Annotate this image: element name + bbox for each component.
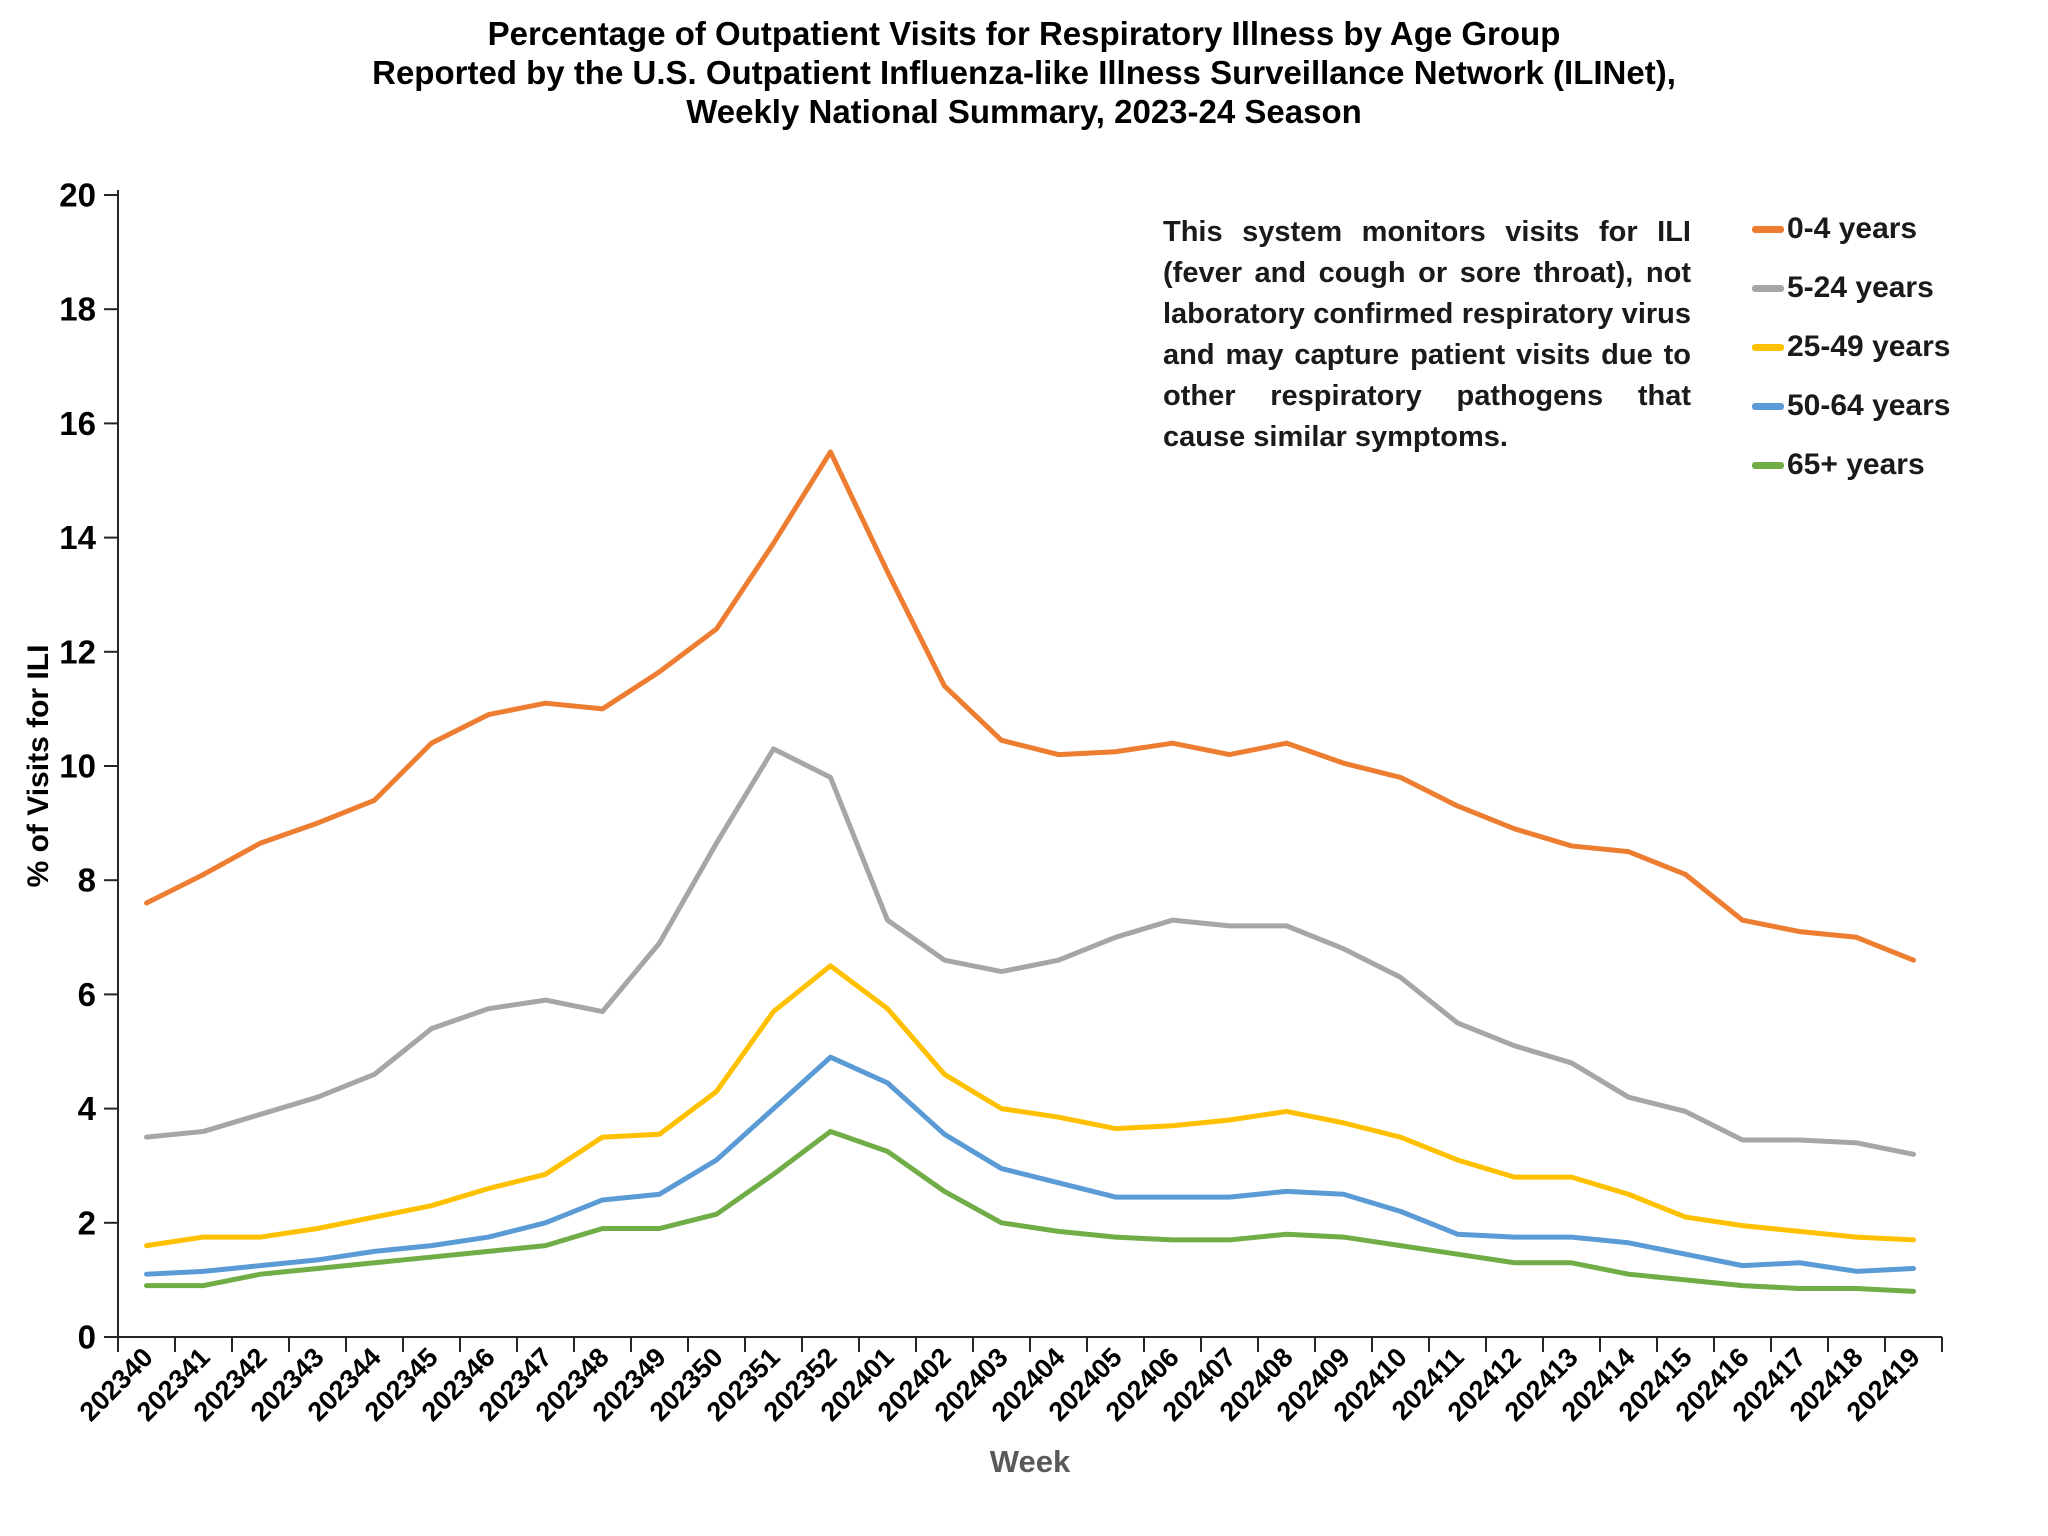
series-line-5-24-years	[144, 746, 1916, 1157]
series-line-25-49-years	[144, 963, 1916, 1249]
y-tick-label: 10	[59, 748, 96, 785]
legend-swatch	[1752, 402, 1784, 410]
y-tick-label: 2	[78, 1204, 96, 1241]
y-tick-label: 4	[78, 1090, 97, 1127]
legend-item-5-24-years: 5-24 years	[1752, 271, 1950, 305]
chart-title: Percentage of Outpatient Visits for Resp…	[0, 14, 2048, 131]
chart-title-line-2: Reported by the U.S. Outpatient Influenz…	[372, 54, 1676, 91]
legend-label: 5-24 years	[1787, 271, 1934, 304]
y-tick-label: 6	[78, 976, 96, 1013]
chart-title-line-1: Percentage of Outpatient Visits for Resp…	[487, 15, 1561, 52]
y-tick-label: 0	[78, 1319, 96, 1356]
chart-title-line-3: Weekly National Summary, 2023-24 Season	[686, 93, 1362, 130]
y-tick-label: 18	[59, 291, 96, 328]
y-tick-label: 14	[59, 519, 96, 556]
legend-item-25-49-years: 25-49 years	[1752, 330, 1950, 364]
legend-label: 65+ years	[1787, 448, 1925, 481]
legend-swatch	[1752, 284, 1784, 292]
series-line-50-64-years	[144, 1054, 1916, 1277]
y-tick-label: 16	[59, 405, 96, 442]
legend-swatch	[1752, 461, 1784, 469]
legend: 0-4 years 5-24 years 25-49 years 50-64 year…	[1752, 212, 1950, 507]
legend-swatch	[1752, 225, 1784, 233]
y-tick-label: 12	[59, 633, 96, 670]
legend-item-50-64-years: 50-64 years	[1752, 389, 1950, 423]
legend-item-65+-years: 65+ years	[1752, 448, 1950, 482]
legend-label: 25-49 years	[1787, 330, 1951, 363]
legend-label: 0-4 years	[1787, 212, 1918, 245]
y-tick-label: 20	[59, 177, 96, 214]
series-line-65+-years	[144, 1128, 1916, 1294]
legend-label: 50-64 years	[1787, 389, 1951, 422]
legend-swatch	[1752, 343, 1784, 351]
series-line-0-4-years	[144, 449, 1916, 963]
annotation-text: This system monitors visits for ILI (fev…	[1163, 216, 1691, 453]
legend-item-0-4-years: 0-4 years	[1752, 212, 1950, 246]
y-tick-label: 8	[78, 862, 96, 899]
y-axis-title: % of Visits for ILI	[22, 644, 55, 888]
x-axis-title: Week	[989, 1444, 1071, 1479]
